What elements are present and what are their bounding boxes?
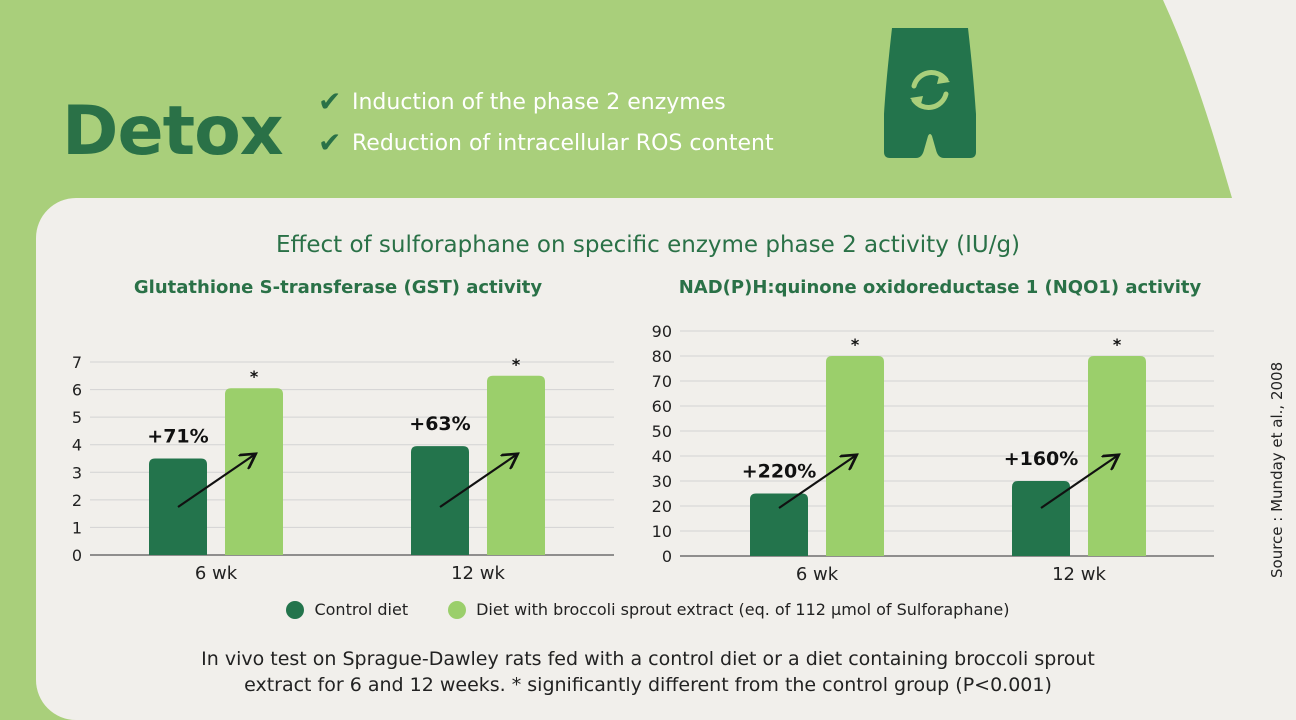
bar-broccoli	[225, 388, 283, 555]
x-tick-label: 6 wk	[195, 563, 238, 584]
legend: Control diet Diet with broccoli sprout e…	[0, 600, 1296, 619]
y-tick-label: 60	[652, 397, 672, 416]
y-tick-label: 50	[652, 422, 672, 441]
main-heading: Effect of sulforaphane on specific enzym…	[275, 232, 1021, 258]
y-tick-label: 30	[652, 472, 672, 491]
y-tick-label: 3	[72, 463, 82, 482]
significance-label: *	[1113, 335, 1122, 354]
y-tick-label: 80	[652, 347, 672, 366]
y-tick-label: 70	[652, 372, 672, 391]
legend-label: Control diet	[314, 600, 409, 619]
footnote-line: In vivo test on Sprague-Dawley rats fed …	[201, 648, 1095, 670]
increase-arrow	[439, 455, 516, 508]
bullet-item: ✔ Reduction of intracellular ROS content	[318, 129, 774, 157]
gst-chart-title: Glutathione S-transferase (GST) activity	[133, 277, 543, 298]
y-tick-label: 0	[72, 546, 82, 565]
significance-label: *	[851, 335, 860, 354]
page-title: Detox	[62, 92, 284, 171]
x-tick-label: 12 wk	[451, 563, 505, 584]
bullet-text: Reduction of intracellular ROS content	[352, 130, 774, 156]
footnote: In vivo test on Sprague-Dawley rats fed …	[120, 646, 1176, 698]
y-tick-label: 20	[652, 497, 672, 516]
bar-control	[750, 493, 808, 556]
increase-label: +63%	[409, 413, 470, 435]
legend-swatch	[286, 600, 305, 619]
significance-label: *	[250, 367, 259, 386]
y-tick-label: 7	[72, 353, 82, 372]
footnote-line: extract for 6 and 12 weeks. * significan…	[244, 674, 1052, 696]
significance-label: *	[512, 355, 521, 374]
bullet-text: Induction of the phase 2 enzymes	[352, 89, 726, 115]
x-tick-label: 12 wk	[1052, 564, 1106, 585]
y-tick-label: 5	[72, 408, 82, 427]
legend-swatch	[448, 600, 467, 619]
y-tick-label: 2	[72, 491, 82, 510]
y-tick-label: 40	[652, 447, 672, 466]
y-tick-label: 0	[662, 547, 672, 566]
increase-label: +220%	[742, 461, 817, 483]
increase-arrow	[778, 456, 855, 509]
increase-label: +71%	[147, 426, 208, 448]
legend-item-broccoli: Diet with broccoli sprout extract (eq. o…	[448, 600, 1010, 619]
bullet-item: ✔ Induction of the phase 2 enzymes	[318, 88, 726, 116]
nqo1-chart-title: NAD(P)H:quinone oxidoreductase 1 (NQO1) …	[678, 277, 1202, 298]
y-tick-label: 10	[652, 522, 672, 541]
x-tick-label: 6 wk	[796, 564, 839, 585]
increase-label: +160%	[1004, 448, 1079, 470]
legend-item-control: Control diet	[286, 600, 408, 619]
source-note: Source : Munday et al., 2008	[1268, 361, 1286, 578]
y-tick-label: 6	[72, 381, 82, 400]
y-tick-label: 4	[72, 436, 82, 455]
bar-control	[411, 446, 469, 555]
y-tick-label: 1	[72, 518, 82, 537]
check-icon: ✔	[318, 126, 342, 159]
bar-control	[1012, 481, 1070, 556]
increase-arrow	[1040, 456, 1117, 509]
legend-label: Diet with broccoli sprout extract (eq. o…	[476, 600, 1010, 619]
check-icon: ✔	[318, 85, 342, 118]
increase-arrow	[177, 455, 254, 508]
y-tick-label: 90	[652, 322, 672, 341]
body-cycle-icon	[884, 28, 976, 158]
